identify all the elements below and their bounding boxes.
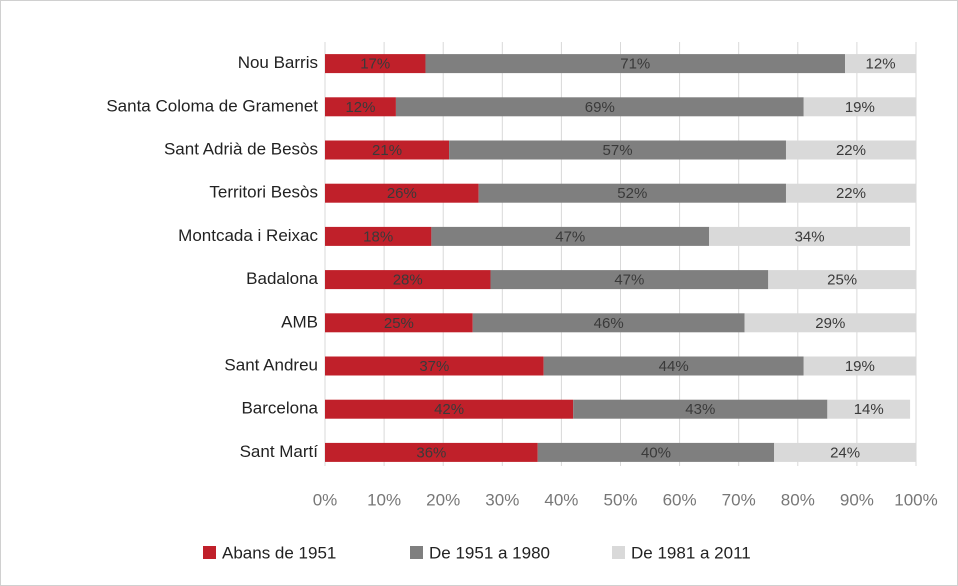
x-tick-label: 0% [313, 490, 338, 509]
bar-segment [774, 442, 916, 462]
y-tick-label: Sant Martí [240, 442, 319, 461]
bar-segment [325, 442, 538, 462]
data-label: 19% [845, 99, 875, 116]
data-label: 44% [659, 358, 689, 375]
legend-swatch [612, 546, 625, 559]
data-label: 34% [795, 228, 825, 245]
y-tick-label: Territori Besòs [209, 183, 318, 202]
legend-label: Abans de 1951 [222, 543, 336, 562]
bar-segment [785, 140, 916, 160]
y-tick-label: Nou Barris [238, 53, 318, 72]
y-tick-label: Sant Adrià de Besòs [164, 139, 318, 158]
bar-segment [325, 97, 396, 117]
bar-segment [543, 356, 804, 376]
data-label: 28% [393, 272, 423, 289]
data-label: 47% [614, 272, 644, 289]
data-label: 36% [416, 444, 446, 461]
bar-segment [744, 313, 916, 333]
y-tick-label: Barcelona [241, 399, 318, 418]
bar-segment [431, 226, 710, 246]
data-label: 17% [360, 56, 390, 73]
data-label: 47% [555, 228, 585, 245]
x-tick-label: 60% [663, 490, 697, 509]
x-tick-label: 30% [485, 490, 519, 509]
legend-swatch [410, 546, 423, 559]
bar-segment [472, 313, 745, 333]
bar-segment [478, 183, 786, 203]
data-label: 14% [854, 401, 884, 418]
data-label: 71% [620, 56, 650, 73]
data-label: 29% [815, 315, 845, 332]
bar-segment [803, 356, 916, 376]
x-tick-label: 10% [367, 490, 401, 509]
y-tick-label: Santa Coloma de Gramenet [106, 96, 318, 115]
bar-segment [803, 97, 916, 117]
data-label: 12% [866, 56, 896, 73]
bar-segment [490, 270, 769, 290]
bar-segment [395, 97, 804, 117]
x-tick-label: 50% [603, 490, 637, 509]
legend-label: De 1951 a 1980 [429, 543, 550, 562]
x-tick-label: 100% [894, 490, 937, 509]
bar-segment [573, 399, 828, 419]
bar-segment [449, 140, 786, 160]
x-tick-label: 70% [722, 490, 756, 509]
legend-label: De 1981 a 2011 [631, 543, 751, 562]
bar-segment [845, 54, 916, 74]
bar-segment [325, 183, 479, 203]
data-label: 24% [830, 444, 860, 461]
data-label: 46% [594, 315, 624, 332]
data-label: 25% [384, 315, 414, 332]
bar-segment [768, 270, 916, 290]
bar-segment [425, 54, 846, 74]
data-label: 43% [685, 401, 715, 418]
data-label: 21% [372, 142, 402, 159]
data-label: 25% [827, 272, 857, 289]
y-tick-label: Sant Andreu [224, 355, 318, 374]
data-label: 42% [434, 401, 464, 418]
bar-segment [325, 270, 491, 290]
y-tick-label: AMB [281, 312, 318, 331]
data-label: 37% [419, 358, 449, 375]
data-label: 18% [363, 228, 393, 245]
bar-segment [325, 140, 450, 160]
x-tick-label: 80% [781, 490, 815, 509]
data-label: 22% [836, 185, 866, 202]
bar-segment [325, 399, 574, 419]
data-label: 26% [387, 185, 417, 202]
x-tick-label: 20% [426, 490, 460, 509]
bar-segment [325, 313, 473, 333]
data-label: 52% [617, 185, 647, 202]
x-tick-label: 90% [840, 490, 874, 509]
bar-segment [709, 226, 911, 246]
bar-segment [325, 54, 426, 74]
bar-segment [785, 183, 916, 203]
data-label: 40% [641, 444, 671, 461]
bar-segment [537, 442, 775, 462]
data-label: 69% [585, 99, 615, 116]
data-label: 12% [345, 99, 375, 116]
bar-segment [325, 356, 544, 376]
data-label: 22% [836, 142, 866, 159]
legend-swatch [203, 546, 216, 559]
bar-segment [325, 226, 432, 246]
y-tick-label: Badalona [246, 269, 318, 288]
x-tick-label: 40% [544, 490, 578, 509]
data-label: 57% [603, 142, 633, 159]
bar-segment [827, 399, 911, 419]
y-tick-label: Montcada i Reixac [178, 226, 318, 245]
data-label: 19% [845, 358, 875, 375]
